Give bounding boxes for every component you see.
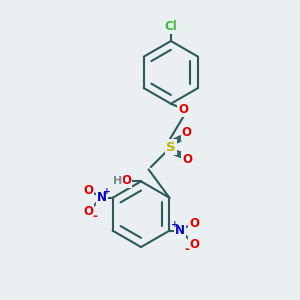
Text: N: N — [175, 224, 185, 237]
Text: -: - — [92, 210, 98, 224]
Text: Cl: Cl — [164, 20, 177, 33]
Text: O: O — [83, 205, 93, 218]
Text: O: O — [183, 153, 193, 167]
Text: -: - — [185, 243, 190, 256]
Text: O: O — [182, 127, 192, 140]
Text: H: H — [113, 176, 122, 186]
Text: O: O — [178, 103, 188, 116]
Text: O: O — [83, 184, 93, 197]
Text: +: + — [171, 220, 179, 229]
Text: O: O — [121, 174, 131, 187]
Text: N: N — [97, 191, 107, 204]
Text: O: O — [189, 217, 199, 230]
Text: O: O — [189, 238, 199, 250]
Text: S: S — [166, 140, 176, 154]
Text: +: + — [103, 187, 111, 196]
